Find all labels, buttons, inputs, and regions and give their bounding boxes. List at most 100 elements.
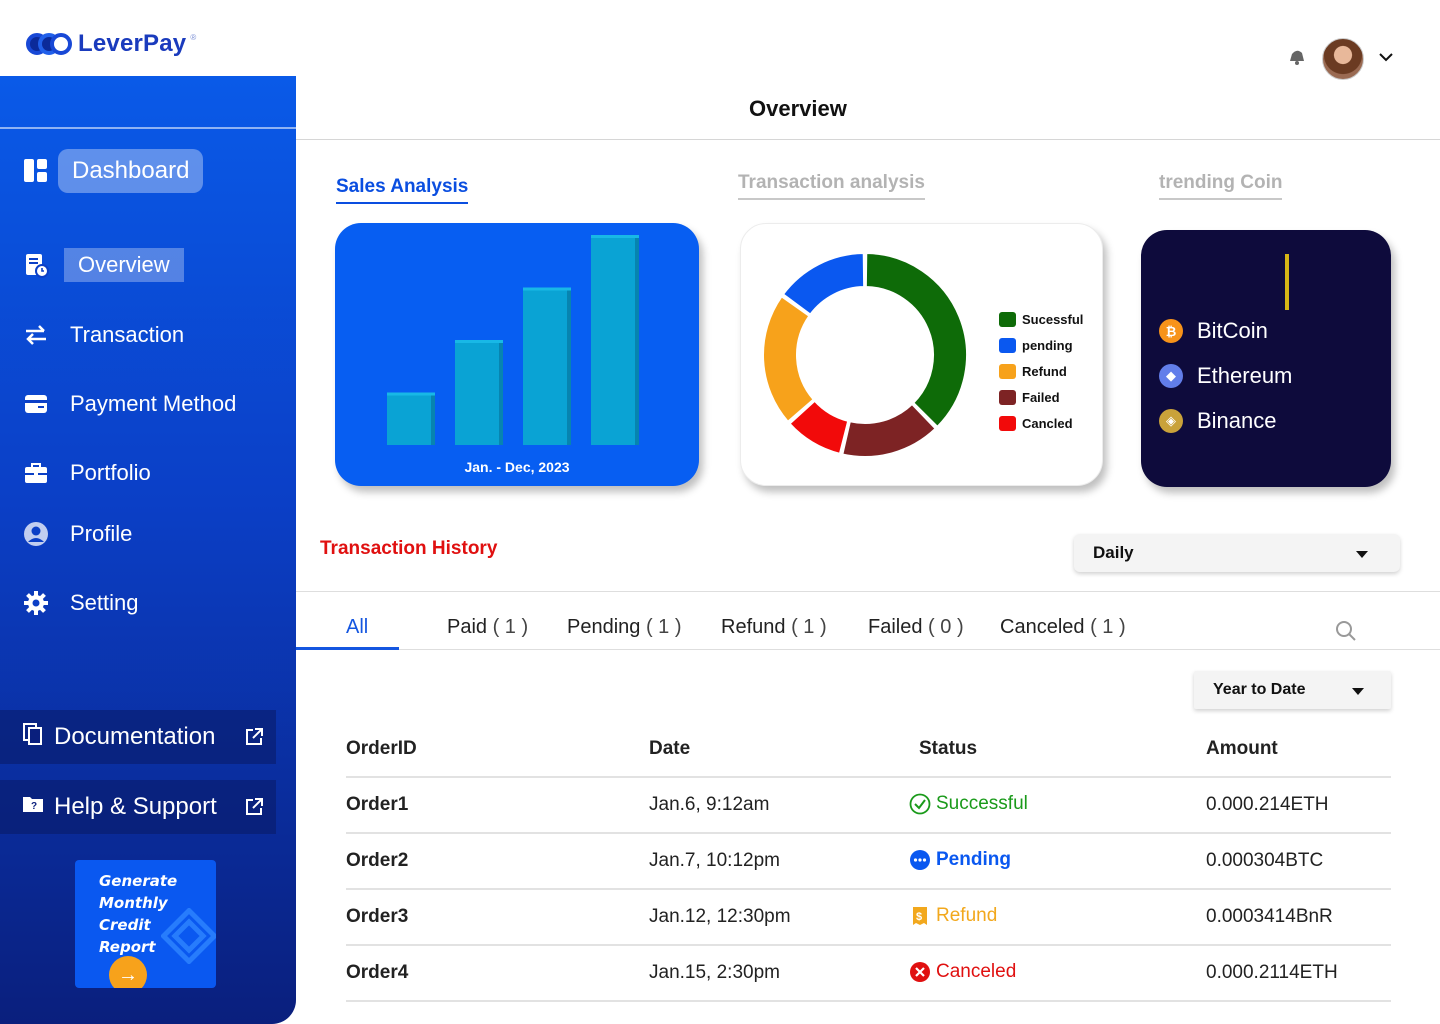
donut-slice-pending xyxy=(781,251,866,316)
bar-side xyxy=(499,343,503,445)
legend-label: Cancled xyxy=(1022,415,1073,431)
order-id[interactable]: Order4 xyxy=(346,962,409,983)
dashboard-icon xyxy=(24,159,48,183)
status-label: Canceled xyxy=(936,961,1017,982)
avatar[interactable] xyxy=(1322,38,1364,80)
donut-slice-cancled xyxy=(788,399,850,456)
coin-row-ethereum[interactable]: ◆ Ethereum xyxy=(1159,363,1292,389)
filter-tab-failed[interactable]: Failed ( 0 ) xyxy=(868,616,964,638)
filter-tab-paid[interactable]: Paid ( 1 ) xyxy=(447,616,529,638)
sidebar-item-payment-method[interactable]: Payment Method xyxy=(22,390,236,418)
legend-item: Cancled xyxy=(999,410,1083,436)
column-header-amount: Amount xyxy=(1206,738,1278,759)
header-divider xyxy=(296,139,1440,140)
help-folder-icon: ? xyxy=(22,793,44,821)
row-divider xyxy=(346,832,1391,834)
coin-row-bitcoin[interactable]: ₿ BitCoin xyxy=(1159,318,1268,344)
bar-top xyxy=(387,392,435,396)
filter-tabs-divider xyxy=(296,649,1440,650)
sidebar-item-portfolio[interactable]: Portfolio xyxy=(22,459,151,487)
donut-legend: Sucessful pending Refund Failed Cancled xyxy=(999,306,1083,436)
chevron-down-icon[interactable] xyxy=(1378,50,1394,68)
active-tab-indicator xyxy=(296,647,399,650)
caret-down-icon xyxy=(1356,551,1368,558)
legend-label: Refund xyxy=(1022,363,1067,379)
bar xyxy=(387,392,431,445)
binance-icon: ◈ xyxy=(1159,409,1183,433)
sidebar-item-label: Payment Method xyxy=(70,391,237,416)
legend-label: pending xyxy=(1022,337,1073,353)
bitcoin-icon: ₿ xyxy=(1159,319,1183,343)
dashboard-label: Dashboard xyxy=(58,149,204,193)
legend-swatch xyxy=(999,389,1016,405)
external-link-icon xyxy=(244,726,264,754)
documentation-link[interactable]: Documentation xyxy=(0,710,276,764)
sales-analysis-card: Jan. - Dec, 2023 xyxy=(335,223,699,486)
bar-side xyxy=(635,238,639,445)
order-id[interactable]: Order3 xyxy=(346,906,409,927)
arrow-right-icon[interactable]: → xyxy=(109,956,147,988)
binance-watermark-icon xyxy=(161,908,216,964)
legend-item: Failed xyxy=(999,384,1083,410)
donut-slice-sucessful xyxy=(864,251,968,429)
filter-tab-canceled[interactable]: Canceled ( 1 ) xyxy=(1000,616,1126,638)
filter-tab-pending[interactable]: Pending ( 1 ) xyxy=(567,616,682,638)
filter-tab-refund[interactable]: Refund ( 1 ) xyxy=(721,616,827,638)
sidebar-item-label: Setting xyxy=(70,590,139,615)
briefcase-icon xyxy=(22,459,50,487)
coin-marker xyxy=(1285,254,1289,310)
order-date: Jan.12, 12:30pm xyxy=(649,906,791,927)
column-header-status: Status xyxy=(919,738,978,759)
period-select-value: Daily xyxy=(1093,543,1134,562)
period-select[interactable]: Daily xyxy=(1074,534,1400,572)
sidebar-item-transaction[interactable]: Transaction xyxy=(22,321,184,349)
bar xyxy=(455,340,499,445)
bar-top xyxy=(455,340,503,343)
search-icon[interactable] xyxy=(1335,620,1357,647)
legend-label: Failed xyxy=(1022,389,1060,405)
tab-sales-analysis[interactable]: Sales Analysis xyxy=(336,176,469,204)
coin-name: Binance xyxy=(1197,408,1277,433)
sidebar-item-overview[interactable]: Overview xyxy=(22,248,184,282)
logo[interactable]: LeverPay ® xyxy=(24,30,196,58)
sidebar-dashboard[interactable]: Dashboard xyxy=(24,149,204,193)
tab-trending-coin[interactable]: trending Coin xyxy=(1159,172,1283,200)
sidebar-item-label: Overview xyxy=(64,248,184,282)
order-date: Jan.15, 2:30pm xyxy=(649,962,780,983)
caret-down-icon xyxy=(1352,688,1364,695)
order-id[interactable]: Order2 xyxy=(346,850,409,871)
documentation-label: Documentation xyxy=(54,723,216,750)
sidebar-item-profile[interactable]: Profile xyxy=(22,520,132,548)
document-icon xyxy=(22,722,44,753)
logo-registered: ® xyxy=(190,32,197,42)
bar-top xyxy=(523,287,571,291)
sidebar-item-setting[interactable]: Setting xyxy=(22,589,139,617)
notification-bell-icon[interactable] xyxy=(1286,46,1308,73)
order-id[interactable]: Order1 xyxy=(346,794,409,815)
row-divider xyxy=(346,1000,1391,1002)
history-divider xyxy=(296,591,1440,592)
gear-icon xyxy=(22,589,50,617)
bar xyxy=(591,235,635,445)
order-date: Jan.7, 10:12pm xyxy=(649,850,780,871)
bar xyxy=(523,287,567,445)
check-circle-icon xyxy=(909,793,931,815)
filter-tab-all[interactable]: All xyxy=(346,616,369,638)
row-divider xyxy=(346,888,1391,890)
legend-label: Sucessful xyxy=(1022,311,1084,327)
help-support-link[interactable]: ? Help & Support xyxy=(0,780,276,834)
column-header-orderid: OrderID xyxy=(346,738,417,759)
ethereum-icon: ◆ xyxy=(1159,364,1183,388)
order-amount: 0.000304BTC xyxy=(1206,850,1324,871)
more-circle-icon xyxy=(909,849,931,871)
coin-row-binance[interactable]: ◈ Binance xyxy=(1159,408,1277,434)
help-support-label: Help & Support xyxy=(54,793,217,820)
status-label: Refund xyxy=(936,905,998,926)
header-actions xyxy=(1286,38,1394,80)
tab-transaction-analysis[interactable]: Transaction analysis xyxy=(738,172,925,200)
sidebar-item-label: Portfolio xyxy=(70,460,151,485)
generate-report-card[interactable]: Generate Monthly Credit Report → xyxy=(75,860,216,988)
transaction-history-title: Transaction History xyxy=(320,538,498,559)
range-select[interactable]: Year to Date xyxy=(1194,671,1391,709)
status-badge: Canceled xyxy=(909,961,1016,983)
